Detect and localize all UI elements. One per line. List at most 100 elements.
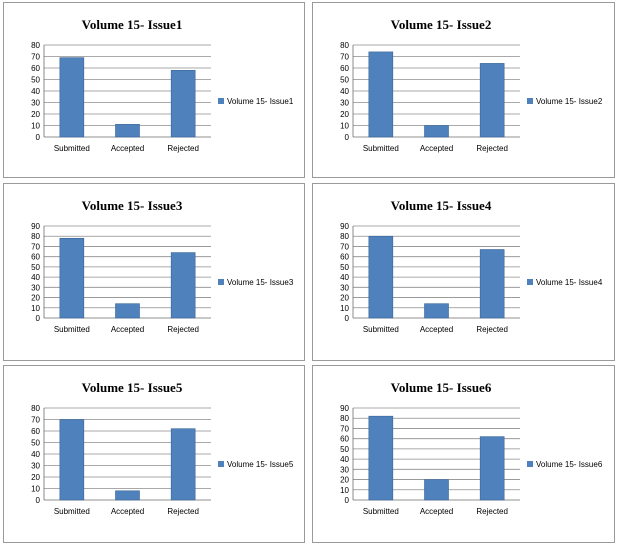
bar-submitted: [368, 51, 394, 138]
bar-submitted: [368, 235, 394, 319]
y-tick-label: 80: [31, 232, 40, 241]
y-tick-label: 60: [340, 64, 349, 73]
x-category-label: Rejected: [167, 325, 199, 334]
x-category-label: Rejected: [167, 144, 199, 153]
bar-submitted: [59, 57, 85, 138]
y-tick-label: 10: [31, 304, 40, 313]
bar-submitted: [368, 415, 394, 501]
y-tick-label: 70: [31, 242, 40, 251]
y-tick-label: 60: [31, 427, 40, 436]
y-tick-label: 20: [31, 473, 40, 482]
y-tick-label: 70: [340, 53, 349, 62]
x-category-label: Submitted: [54, 325, 90, 334]
y-tick-label: 80: [340, 232, 349, 241]
bar-accepted: [115, 124, 140, 138]
y-tick-label: 10: [340, 122, 349, 131]
legend-label: Volume 15- Issue4: [536, 278, 603, 287]
bar-accepted: [115, 490, 140, 501]
legend-swatch: [218, 461, 224, 467]
y-tick-label: 10: [340, 304, 349, 313]
x-category-label: Accepted: [111, 144, 144, 153]
y-tick-label: 70: [31, 53, 40, 62]
y-tick-label: 0: [36, 314, 41, 323]
y-tick-label: 30: [31, 462, 40, 471]
x-category-label: Accepted: [420, 507, 453, 516]
x-category-label: Accepted: [420, 144, 453, 153]
chart-title: Volume 15- Issue5: [82, 380, 183, 395]
legend-swatch: [527, 461, 533, 467]
y-tick-label: 50: [340, 263, 349, 272]
x-category-label: Submitted: [54, 144, 90, 153]
y-tick-label: 80: [31, 404, 40, 413]
y-tick-label: 60: [340, 435, 349, 444]
y-tick-label: 40: [31, 450, 40, 459]
y-tick-label: 20: [340, 110, 349, 119]
chart-title: Volume 15- Issue4: [391, 198, 492, 213]
chart-panel-issue3: Volume 15- Issue3 0 10 20 30 40 50 60 70 80 90 Subm…: [3, 183, 305, 361]
bar-accepted: [424, 303, 449, 319]
y-tick-label: 70: [340, 242, 349, 251]
y-tick-label: 0: [345, 314, 350, 323]
y-tick-label: 80: [340, 414, 349, 423]
chart-title: Volume 15- Issue1: [82, 17, 183, 32]
y-tick-label: 20: [340, 294, 349, 303]
y-tick-label: 50: [340, 76, 349, 85]
y-tick-label: 20: [340, 476, 349, 485]
x-category-label: Accepted: [111, 325, 144, 334]
y-tick-label: 40: [31, 87, 40, 96]
legend-label: Volume 15- Issue3: [227, 278, 294, 287]
y-tick-label: 20: [31, 110, 40, 119]
y-tick-label: 30: [340, 99, 349, 108]
bar-accepted: [424, 479, 449, 501]
bar-submitted: [59, 237, 85, 319]
chart-panel-issue4: Volume 15- Issue4 0 10 20 30 40 50 60 70 80 90 Subm…: [312, 183, 615, 361]
bar-rejected: [170, 70, 196, 138]
bar-chart: Volume 15- Issue2 0 10 20 30 40 50 60 70 80 Submit…: [340, 17, 603, 153]
y-tick-label: 80: [31, 41, 40, 50]
y-tick-label: 90: [31, 222, 40, 231]
chart-title: Volume 15- Issue3: [82, 198, 183, 213]
y-tick-label: 30: [31, 99, 40, 108]
y-tick-label: 10: [340, 486, 349, 495]
x-category-label: Submitted: [363, 144, 399, 153]
legend-label: Volume 15- Issue6: [536, 460, 603, 469]
y-tick-label: 40: [340, 455, 349, 464]
chart-title: Volume 15- Issue2: [391, 17, 492, 32]
y-tick-label: 40: [340, 87, 349, 96]
legend-swatch: [218, 98, 224, 104]
y-tick-label: 50: [31, 76, 40, 85]
y-tick-label: 20: [31, 294, 40, 303]
chart-panel-issue5: Volume 15- Issue5 0 10 20 30 40 50 60 70 80 Submit…: [3, 365, 305, 543]
y-tick-label: 10: [31, 122, 40, 131]
y-tick-label: 60: [31, 64, 40, 73]
y-tick-label: 80: [340, 41, 349, 50]
y-tick-label: 50: [340, 445, 349, 454]
legend-label: Volume 15- Issue2: [536, 97, 603, 106]
bar-rejected: [170, 428, 196, 501]
x-category-label: Submitted: [363, 507, 399, 516]
y-tick-label: 30: [340, 465, 349, 474]
bar-accepted: [424, 125, 449, 138]
x-category-label: Submitted: [363, 325, 399, 334]
y-tick-label: 70: [340, 424, 349, 433]
y-tick-label: 60: [340, 253, 349, 262]
bar-rejected: [170, 252, 196, 319]
y-tick-label: 90: [340, 222, 349, 231]
y-tick-label: 30: [31, 283, 40, 292]
bar-rejected: [479, 63, 505, 138]
y-tick-label: 30: [340, 283, 349, 292]
y-tick-label: 60: [31, 253, 40, 262]
x-category-label: Submitted: [54, 507, 90, 516]
y-tick-label: 50: [31, 263, 40, 272]
y-tick-label: 40: [31, 273, 40, 282]
legend-swatch: [218, 279, 224, 285]
y-tick-label: 70: [31, 416, 40, 425]
y-tick-label: 50: [31, 439, 40, 448]
y-tick-label: 0: [36, 133, 41, 142]
y-tick-label: 0: [345, 496, 350, 505]
legend-label: Volume 15- Issue5: [227, 460, 294, 469]
chart-title: Volume 15- Issue6: [391, 380, 492, 395]
